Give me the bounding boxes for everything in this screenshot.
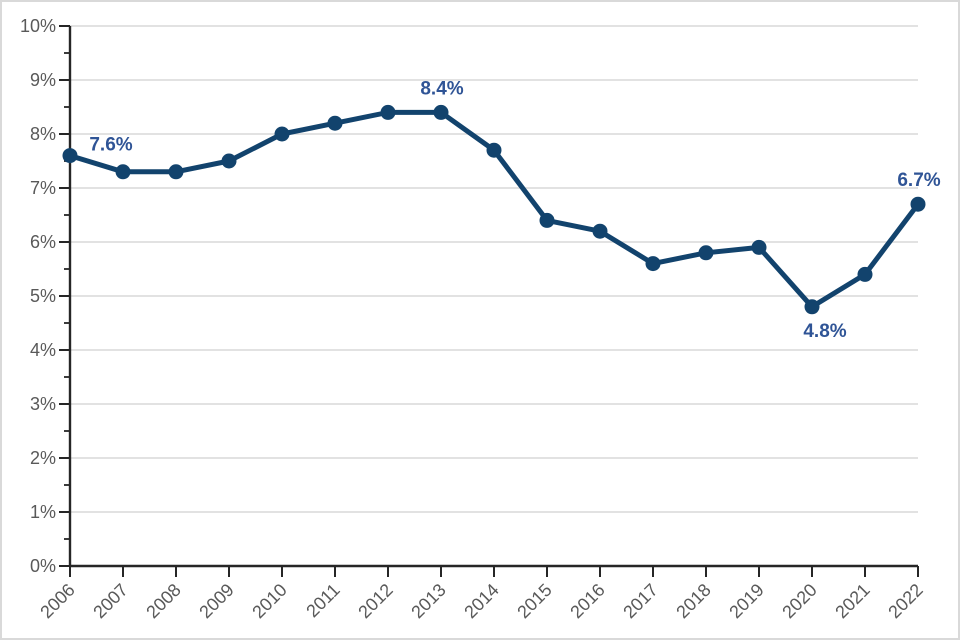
data-point-2012	[380, 104, 396, 120]
x-axis-tick-label: 2018	[672, 580, 714, 622]
y-axis-tick-label: 2%	[30, 448, 56, 468]
x-axis-tick-label: 2022	[884, 580, 926, 622]
data-point-2007	[115, 164, 131, 180]
y-axis-tick-label: 0%	[30, 556, 56, 576]
y-axis-tick-label: 9%	[30, 70, 56, 90]
x-axis-tick-label: 2007	[89, 580, 131, 622]
x-axis-tick-label: 2016	[566, 580, 608, 622]
data-point-2019	[751, 239, 767, 255]
x-axis-tick-label: 2017	[619, 580, 661, 622]
x-axis-tick-label: 2019	[725, 580, 767, 622]
x-axis-tick-label: 2010	[248, 580, 290, 622]
y-axis-tick-label: 4%	[30, 340, 56, 360]
data-point-2018	[698, 245, 714, 261]
data-label-2006: 7.6%	[89, 135, 132, 156]
x-axis-tick-label: 2006	[36, 580, 78, 622]
y-axis-tick-label: 7%	[30, 178, 56, 198]
data-point-2006	[62, 148, 78, 164]
data-point-2016	[592, 223, 608, 239]
data-point-2015	[539, 212, 555, 228]
x-axis-tick-label: 2011	[302, 580, 344, 622]
data-point-2009	[221, 153, 237, 169]
x-axis-tick-label: 2015	[513, 580, 555, 622]
x-axis-tick-label: 2014	[460, 580, 502, 622]
y-axis-tick-label: 3%	[30, 394, 56, 414]
x-axis-tick-label: 2012	[354, 580, 396, 622]
data-label-2020: 4.8%	[803, 321, 846, 342]
y-axis-tick-label: 8%	[30, 124, 56, 144]
data-point-2021	[857, 266, 873, 282]
data-point-2017	[645, 256, 661, 272]
data-label-2022: 6.7%	[897, 170, 940, 191]
y-axis-tick-label: 5%	[30, 286, 56, 306]
data-label-2013: 8.4%	[420, 78, 463, 99]
data-point-2020	[804, 299, 820, 315]
data-point-2014	[486, 142, 502, 158]
x-axis-tick-label: 2020	[778, 580, 820, 622]
x-axis-tick-label: 2008	[142, 580, 184, 622]
data-point-2008	[168, 164, 184, 180]
x-axis-tick-label: 2009	[195, 580, 237, 622]
x-axis-tick-label: 2013	[407, 580, 449, 622]
x-axis-tick-label: 2021	[831, 580, 873, 622]
y-axis-tick-label: 1%	[30, 502, 56, 522]
data-point-2013	[433, 104, 449, 120]
data-line	[67, 109, 921, 310]
data-point-2022	[910, 196, 926, 212]
data-point-2011	[327, 115, 343, 131]
y-axis-tick-label: 6%	[30, 232, 56, 252]
y-axis-tick-label: 10%	[20, 16, 56, 36]
data-point-2010	[274, 126, 290, 142]
